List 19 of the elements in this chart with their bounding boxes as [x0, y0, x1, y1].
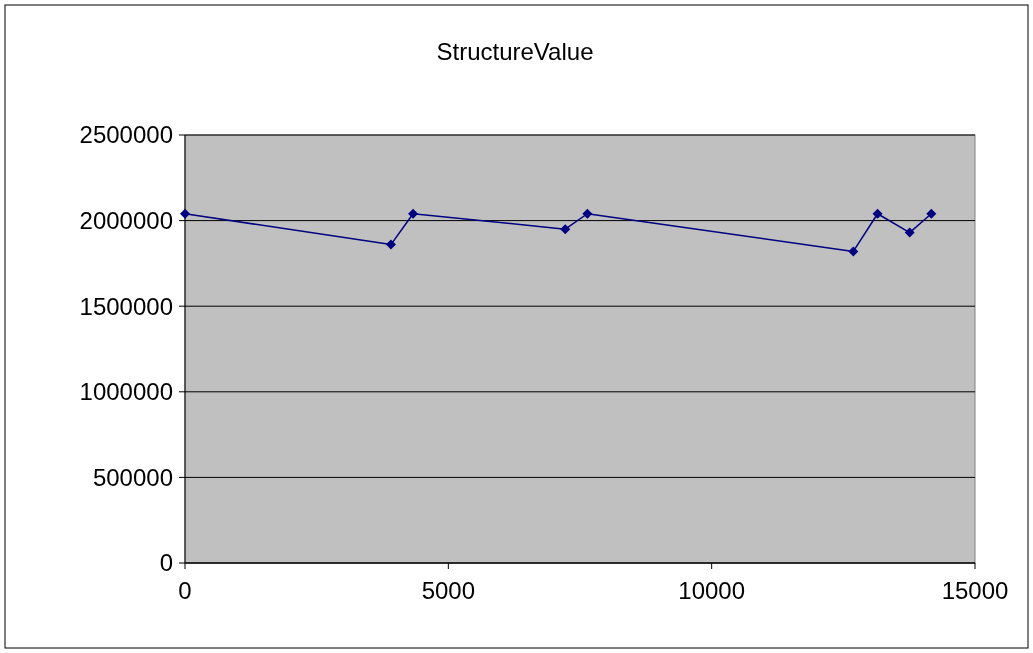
y-tick-label: 1000000 [79, 378, 173, 406]
y-tick-label: 0 [159, 549, 173, 577]
point [904, 227, 915, 238]
point [872, 208, 883, 219]
y-tick-label: 2000000 [79, 207, 173, 234]
point [848, 246, 859, 257]
y-tick-label: 2500000 [79, 121, 173, 149]
point [385, 239, 396, 250]
point [560, 224, 571, 235]
y-tick-label: 1500000 [79, 292, 173, 320]
point [408, 208, 419, 219]
chart-title: StructureValue [436, 38, 594, 65]
point [582, 208, 593, 219]
point [926, 208, 937, 219]
y-tick-label: 500000 [92, 463, 173, 491]
x-tick-label: 5000 [421, 577, 476, 604]
x-tick-label: 10000 [678, 577, 746, 604]
x-tick-label: 0 [178, 577, 192, 604]
x-tick-label: 15000 [941, 577, 1009, 604]
